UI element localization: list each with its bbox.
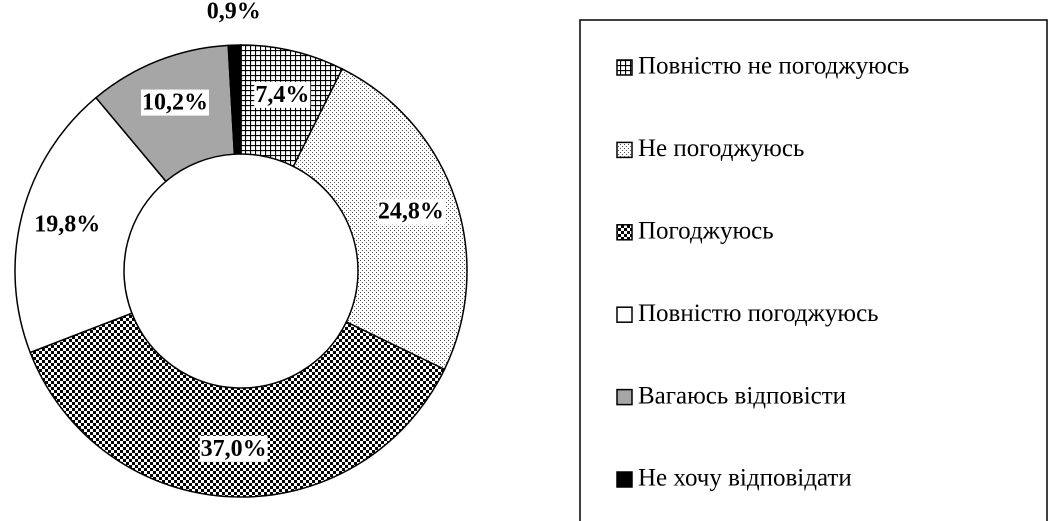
data-label: 19,8%	[34, 212, 100, 238]
legend-label: Повністю не погоджуюсь	[638, 53, 909, 80]
legend-swatch	[616, 141, 633, 159]
legend-box	[579, 19, 1048, 521]
legend-label: Повністю погоджуюсь	[638, 300, 879, 327]
label-bg	[33, 211, 102, 238]
label-bg	[199, 435, 268, 462]
label-bg	[376, 198, 445, 225]
legend-label: Не хочу відповідати	[638, 465, 852, 492]
data-label: 37,0%	[201, 436, 267, 462]
legend-swatch	[616, 59, 633, 76]
label-bg	[254, 81, 311, 108]
label-bg	[140, 89, 209, 116]
data-label: 10,2%	[142, 90, 208, 116]
data-label: 0,9%	[207, 0, 261, 25]
donut-slice	[29, 312, 446, 498]
legend-swatch	[616, 306, 633, 323]
legend-label: Погоджуюсь	[638, 218, 774, 245]
data-label: 24,8%	[378, 199, 444, 225]
legend-label: Вагаюсь відповісти	[638, 382, 846, 409]
data-label: 7,4%	[255, 82, 309, 108]
legend-swatch	[616, 388, 633, 406]
legend-label: Не погоджуюсь	[638, 135, 804, 162]
legend-swatch	[616, 471, 633, 488]
donut-slice	[227, 44, 242, 155]
legend-swatch	[616, 224, 633, 241]
